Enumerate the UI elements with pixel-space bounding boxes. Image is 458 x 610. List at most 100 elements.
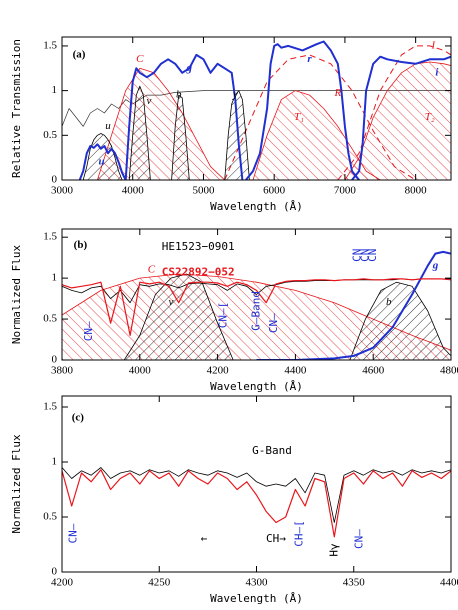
x-tick-label: 4400 [440, 577, 458, 589]
annotation: ← [201, 532, 208, 545]
series-label: r [307, 53, 312, 65]
x-tick-label: 7000 [334, 185, 357, 197]
annotation: G-Band [252, 444, 292, 457]
series-label: u [105, 120, 111, 132]
hatched-area [171, 95, 190, 180]
annotation: CH–[ [292, 520, 305, 547]
series-line [62, 469, 451, 538]
panel: Cv b g HE1523−0901 CS22892−052 3800 4000 4200 44… [10, 228, 458, 393]
plot-frame [61, 228, 452, 361]
y-tick-label: 0.5 [43, 511, 57, 523]
y-tick-label: 1.5 [43, 231, 57, 243]
series-line [256, 250, 451, 360]
annotation: CN– [82, 321, 95, 341]
series-label: HE1523−0901 [162, 240, 235, 253]
x-axis-label: Wavelength (Å) [210, 200, 303, 213]
series-line [349, 281, 451, 360]
x-tick-label: 4250 [148, 577, 171, 589]
annotation: (a) [73, 48, 86, 60]
y-tick-label: 1 [52, 84, 58, 96]
y-tick-label: 0 [52, 174, 58, 186]
annotation: CN [358, 249, 371, 262]
annotation: G–Band [250, 291, 263, 331]
annotation: CN– [67, 523, 80, 543]
y-axis-label: Normalized Flux [10, 244, 23, 344]
y-tick-label: 0.5 [43, 313, 57, 325]
y-tick-label: 0 [52, 354, 58, 366]
hatched-area [97, 68, 225, 180]
series-line [62, 278, 451, 336]
x-tick-label: 4350 [343, 577, 366, 589]
x-tick-label: 4400 [284, 365, 307, 377]
series-label: T₁ [294, 111, 304, 123]
annotation: CH→ [266, 532, 286, 545]
panel: C T₁ T₂ R Iu v b y u g r i 3000 4000 5000 6000 7000 8000 0… [10, 36, 452, 213]
series-label: C [136, 53, 144, 65]
series-line [78, 143, 127, 180]
y-tick-label: 0 [52, 566, 58, 578]
plot-frame [61, 36, 452, 181]
x-tick-label: 4300 [246, 577, 269, 589]
plot-area [62, 467, 451, 538]
series-label: v [147, 95, 152, 107]
series-line [97, 67, 225, 180]
annotation: CN– [267, 313, 280, 333]
y-tick-label: 1 [52, 456, 58, 468]
annotation: Hγ [327, 543, 340, 557]
series-label: g [432, 259, 439, 271]
series-line [62, 467, 451, 523]
series-line [224, 54, 416, 180]
series-line [245, 40, 360, 180]
plot-area [62, 250, 451, 360]
series-line [344, 61, 451, 180]
series-line [123, 273, 234, 360]
series-label: b [176, 89, 182, 101]
series-label: b [386, 296, 392, 308]
hatched-area [344, 62, 451, 180]
hatched-area [124, 274, 234, 360]
series-label: y [232, 89, 238, 101]
series-label: T₂ [425, 111, 435, 123]
x-tick-label: 4200 [51, 577, 74, 589]
series-line [224, 90, 250, 180]
y-tick-label: 0.5 [43, 129, 57, 141]
series-label: v [168, 296, 173, 308]
hatched-area [129, 86, 151, 180]
hatched-area [83, 133, 123, 180]
series-label: i [435, 66, 439, 78]
series-label: I [430, 39, 436, 51]
y-tick-label: 1.5 [43, 401, 57, 413]
x-axis-label: Wavelength (Å) [210, 592, 303, 605]
series-line [171, 94, 190, 180]
series-label: CS22892−052 [162, 265, 235, 278]
x-tick-label: 4200 [207, 365, 230, 377]
y-tick-label: 1.5 [43, 39, 57, 51]
series-label: R [333, 87, 341, 99]
series-label: g [186, 62, 193, 74]
annotation: CN [351, 249, 364, 262]
annotation: CN– [353, 529, 366, 549]
y-axis-label: Normalized Flux [10, 434, 23, 534]
plot-area [62, 40, 451, 180]
panel: 4200 4250 4300 4350 4400 0 0.5 1 1.5 Wavelength (… [10, 395, 458, 605]
annotation: (b) [74, 239, 88, 251]
annotation: CN [366, 249, 379, 262]
annotation: (c) [72, 412, 85, 424]
y-tick-label: 1 [52, 272, 58, 284]
series-label: C [148, 263, 156, 275]
annotation: CN–[ [216, 302, 229, 329]
x-tick-label: 4000 [122, 185, 145, 197]
series-line [351, 55, 451, 180]
series-line [82, 133, 123, 180]
plot-frame [61, 395, 452, 573]
x-axis-label: Wavelength (Å) [210, 380, 303, 393]
series-line [124, 53, 244, 180]
x-tick-label: 8000 [405, 185, 428, 197]
x-tick-label: 5000 [192, 185, 215, 197]
series-label: u [99, 156, 105, 168]
x-tick-label: 4000 [129, 365, 152, 377]
series-line [128, 85, 151, 180]
x-tick-label: 3800 [51, 365, 74, 377]
